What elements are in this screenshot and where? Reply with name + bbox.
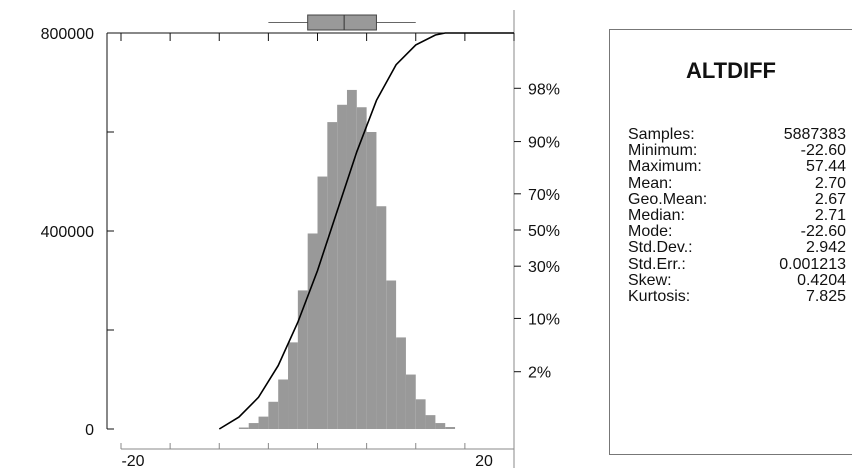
stats-value: 0.4204 xyxy=(797,271,846,289)
histogram-bar xyxy=(268,401,279,429)
histogram-bar xyxy=(415,399,426,429)
stats-value: -22.60 xyxy=(800,223,846,241)
stats-value: -22.60 xyxy=(800,142,846,160)
stats-label: Samples: xyxy=(628,126,695,143)
histogram-bar xyxy=(307,233,318,429)
histogram-bar xyxy=(248,423,259,429)
histogram-bar xyxy=(317,176,328,429)
histogram-bar xyxy=(435,423,446,429)
histogram-bar xyxy=(346,89,357,430)
x-tick-label: -20 xyxy=(121,453,144,468)
stats-title: ALTDIFF xyxy=(685,58,776,83)
histogram-bar xyxy=(258,416,269,429)
statistics-panel: ALTDIFF Samples: 5887383 Minimum: -22.60 Max… xyxy=(609,29,852,455)
histogram-bar xyxy=(288,342,298,429)
stats-label: Skew: xyxy=(628,271,672,289)
histogram-bar xyxy=(238,427,249,429)
stats-value: 0.001213 xyxy=(779,255,846,273)
cumulative-curve xyxy=(218,32,514,430)
y-tick-label: 0 xyxy=(85,422,94,439)
stats-label: Mean: xyxy=(628,174,673,192)
stats-value: 2.71 xyxy=(814,207,846,224)
boxplot-box xyxy=(307,14,377,31)
stats-label: Kurtosis: xyxy=(628,288,691,305)
stats-value: 5887383 xyxy=(783,126,846,143)
histogram-bar xyxy=(425,415,436,429)
stats-label: Mode: xyxy=(628,223,673,241)
percentile-label: 30% xyxy=(528,259,560,276)
stats-label: Maximum: xyxy=(628,158,702,176)
stats-label: Std.Err.: xyxy=(628,255,686,273)
histogram-bar xyxy=(337,104,347,430)
stats-label: Minimum: xyxy=(628,142,698,160)
y-tick-label: 800000 xyxy=(41,26,94,43)
percentile-label: 50% xyxy=(528,223,560,240)
histogram-bars xyxy=(238,89,456,430)
percentile-label: 90% xyxy=(528,135,560,152)
percentile-label: 2% xyxy=(528,365,551,382)
histogram-bar xyxy=(405,374,416,429)
stats-value: 2.70 xyxy=(814,174,846,192)
histogram-bar xyxy=(297,290,308,429)
histogram-bar xyxy=(386,280,397,429)
y-tick-label: 400000 xyxy=(41,224,94,241)
histogram-bar xyxy=(396,337,406,429)
histogram-bar xyxy=(356,107,367,429)
percentile-label: 70% xyxy=(528,187,560,204)
stats-label: Std.Dev.: xyxy=(628,239,693,257)
histogram-bar xyxy=(366,132,377,429)
percentile-label: 98% xyxy=(528,81,560,98)
stats-value: 2.67 xyxy=(814,190,846,208)
histogram-bar xyxy=(278,379,289,429)
x-tick-label: 20 xyxy=(475,453,493,468)
histogram-bar xyxy=(376,206,387,429)
stats-label: Geo.Mean: xyxy=(628,190,708,208)
stats-label: Median: xyxy=(628,207,685,224)
stats-value: 57.44 xyxy=(805,158,846,176)
stats-value: 2.942 xyxy=(805,239,846,257)
histogram-bar xyxy=(327,122,338,429)
percentile-label: 10% xyxy=(528,311,560,328)
histogram-bar xyxy=(445,427,456,429)
stats-value: 7.825 xyxy=(805,288,846,305)
